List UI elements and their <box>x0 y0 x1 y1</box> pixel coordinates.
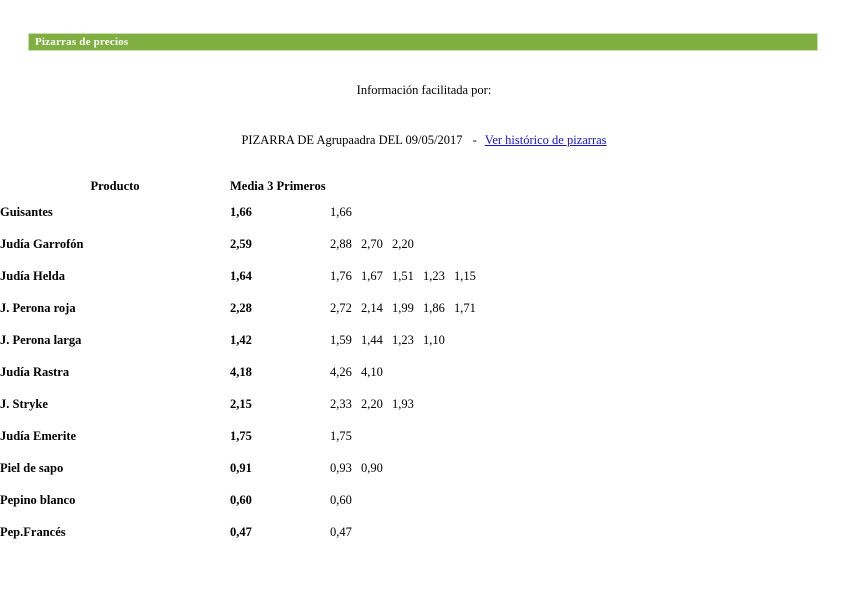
quote-value: 2,20 <box>361 397 383 411</box>
media-value: 0,91 <box>230 461 252 475</box>
media-value: 1,42 <box>230 333 252 347</box>
media-value: 1,64 <box>230 269 252 283</box>
quote-value: 2,72 <box>330 301 352 315</box>
quote-value: 2,14 <box>361 301 383 315</box>
quote-value: 1,44 <box>361 333 383 347</box>
quote-value: 1,23 <box>392 333 414 347</box>
product-name: J. Stryke <box>0 397 48 411</box>
quote-value: 2,33 <box>330 397 352 411</box>
provider-info-text: Información facilitada por: <box>356 83 492 97</box>
row-spacer <box>760 492 848 524</box>
table-row: Piel de sapo 0,91 0,93 0,90 <box>0 460 848 492</box>
quote-value: 1,99 <box>392 301 414 315</box>
quote-value: 2,88 <box>330 237 352 251</box>
price-table-head: Producto Media 3 Primeros <box>0 178 848 204</box>
table-row: Guisantes 1,66 1,66 <box>0 204 848 236</box>
product-name: Pepino blanco <box>0 493 76 507</box>
quote-value: 1,59 <box>330 333 352 347</box>
product-name: Judía Helda <box>0 269 65 283</box>
table-row: Judía Helda 1,64 1,76 1,67 1,51 1,23 1,15 <box>0 268 848 300</box>
product-name: J. Perona larga <box>0 333 82 347</box>
table-row: Judía Emerite 1,75 1,75 <box>0 428 848 460</box>
media-value: 0,47 <box>230 525 252 539</box>
quote-values: 1,75 <box>330 428 760 460</box>
quote-value: 4,10 <box>361 365 383 379</box>
board-header-inner: PIZARRA DE Agrupaadra DEL 09/05/2017 - V… <box>241 132 606 148</box>
quote-values: 1,66 <box>330 204 760 236</box>
quote-values: 2,88 2,70 2,20 <box>330 236 760 268</box>
row-spacer <box>760 268 848 300</box>
row-spacer <box>760 332 848 364</box>
row-spacer <box>760 364 848 396</box>
row-spacer <box>760 524 848 556</box>
quote-value: 1,86 <box>423 301 445 315</box>
product-name: J. Perona roja <box>0 301 76 315</box>
row-spacer <box>760 460 848 492</box>
media-value: 1,66 <box>230 205 252 219</box>
table-row: J. Perona roja 2,28 2,72 2,14 1,99 1,86 1,71 <box>0 300 848 332</box>
table-row: Pepino blanco 0,60 0,60 <box>0 492 848 524</box>
quote-value: 2,70 <box>361 237 383 251</box>
board-label: PIZARRA DE Agrupaadra DEL 09/05/2017 <box>241 133 463 147</box>
table-row: Judía Rastra 4,18 4,26 4,10 <box>0 364 848 396</box>
historical-boards-link[interactable]: Ver histórico de pizarras <box>484 133 607 147</box>
page-banner: Pizarras de precios <box>28 33 818 51</box>
price-table-header-row: Producto Media 3 Primeros <box>0 178 848 204</box>
product-name: Piel de sapo <box>0 461 64 475</box>
product-name: Pep.Francés <box>0 525 66 539</box>
quote-value: 0,93 <box>330 461 352 475</box>
media-value: 0,60 <box>230 493 252 507</box>
quote-values: 0,47 <box>330 524 760 556</box>
row-spacer <box>760 236 848 268</box>
board-separator: - <box>472 133 477 147</box>
quote-value: 1,75 <box>330 429 352 443</box>
quote-value: 1,23 <box>423 269 445 283</box>
row-spacer <box>760 204 848 236</box>
quote-value: 4,26 <box>330 365 352 379</box>
column-header-media-3-primeros: Media 3 Primeros <box>230 179 326 193</box>
quote-values: 1,76 1,67 1,51 1,23 1,15 <box>330 268 760 300</box>
quote-values: 2,72 2,14 1,99 1,86 1,71 <box>330 300 760 332</box>
product-name: Judía Garrofón <box>0 237 84 251</box>
quote-value: 1,15 <box>454 269 476 283</box>
media-value: 2,15 <box>230 397 252 411</box>
table-row: J. Perona larga 1,42 1,59 1,44 1,23 1,10 <box>0 332 848 364</box>
table-row: Pep.Francés 0,47 0,47 <box>0 524 848 556</box>
page-title: Pizarras de precios <box>35 36 129 48</box>
table-row: J. Stryke 2,15 2,33 2,20 1,93 <box>0 396 848 428</box>
price-table: Producto Media 3 Primeros Guisantes 1,66 1… <box>0 178 848 556</box>
quote-value: 0,90 <box>361 461 383 475</box>
table-row: Judía Garrofón 2,59 2,88 2,70 2,20 <box>0 236 848 268</box>
quote-value: 1,76 <box>330 269 352 283</box>
quote-value: 1,51 <box>392 269 414 283</box>
media-value: 4,18 <box>230 365 252 379</box>
media-value: 2,59 <box>230 237 252 251</box>
media-value: 1,75 <box>230 429 252 443</box>
price-table-body: Guisantes 1,66 1,66 Judía Garrofón 2,59 2,88 2… <box>0 204 848 556</box>
board-header-line: PIZARRA DE Agrupaadra DEL 09/05/2017 - V… <box>0 132 848 148</box>
quote-value: 1,66 <box>330 205 352 219</box>
product-name: Judía Rastra <box>0 365 70 379</box>
quote-value: 2,20 <box>392 237 414 251</box>
column-header-producto: Producto <box>90 179 140 193</box>
quote-values: 4,26 4,10 <box>330 364 760 396</box>
quote-values: 0,93 0,90 <box>330 460 760 492</box>
quote-values: 2,33 2,20 1,93 <box>330 396 760 428</box>
quote-value: 0,60 <box>330 493 352 507</box>
quote-value: 1,67 <box>361 269 383 283</box>
quote-value: 1,10 <box>423 333 445 347</box>
row-spacer <box>760 396 848 428</box>
product-name: Guisantes <box>0 205 53 219</box>
row-spacer <box>760 300 848 332</box>
quote-values: 0,60 <box>330 492 760 524</box>
quote-value: 1,71 <box>454 301 476 315</box>
quote-values: 1,59 1,44 1,23 1,10 <box>330 332 760 364</box>
column-header-spacer <box>760 178 848 204</box>
product-name: Judía Emerite <box>0 429 77 443</box>
quote-value: 0,47 <box>330 525 352 539</box>
media-value: 2,28 <box>230 301 252 315</box>
quote-value: 1,93 <box>392 397 414 411</box>
row-spacer <box>760 428 848 460</box>
